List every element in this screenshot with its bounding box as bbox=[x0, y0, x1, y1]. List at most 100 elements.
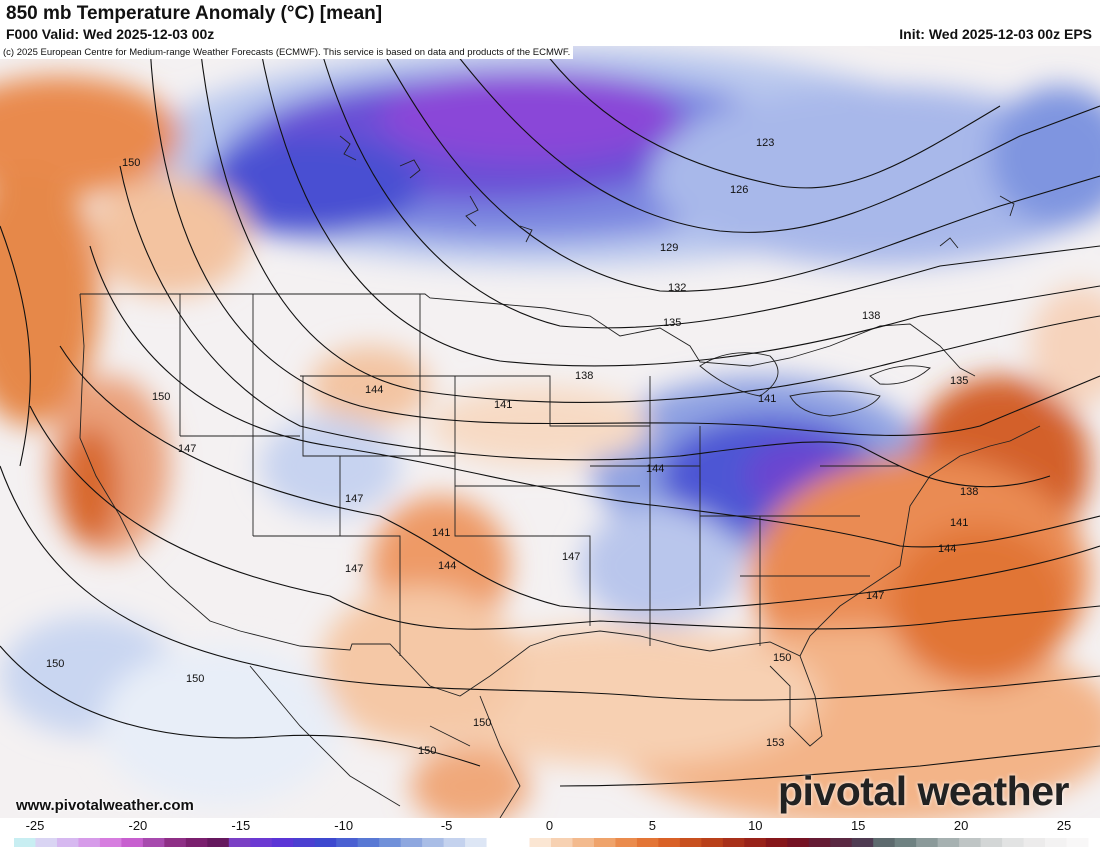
colorbar-swatch bbox=[701, 838, 724, 847]
contour-label: 138 bbox=[575, 370, 593, 382]
colorbar-swatch bbox=[443, 838, 466, 847]
colorbar-swatch bbox=[508, 838, 531, 847]
colorbar-tick-label: 5 bbox=[648, 818, 657, 833]
colorbar-swatch bbox=[99, 838, 122, 847]
colorbar-swatch bbox=[1023, 838, 1046, 847]
contour-label: 123 bbox=[756, 137, 774, 149]
copyright-notice: (c) 2025 European Centre for Medium-rang… bbox=[0, 46, 574, 59]
contour-label: 138 bbox=[862, 310, 880, 322]
contour-label: 153 bbox=[766, 737, 784, 749]
init-time: Init: Wed 2025-12-03 00z EPS bbox=[899, 26, 1092, 42]
colorbar-swatch bbox=[357, 838, 380, 847]
contour-label: 147 bbox=[345, 563, 363, 575]
colorbar-swatch bbox=[916, 838, 939, 847]
colorbar-tick-label: -25 bbox=[25, 818, 45, 833]
colorbar-swatch bbox=[830, 838, 853, 847]
colorbar: -25 -20 -15 -10 -5 0 5 10 15 20 25 bbox=[0, 818, 1100, 850]
colorbar-swatch bbox=[851, 838, 874, 847]
contour-label: 147 bbox=[345, 493, 363, 505]
colorbar-swatch bbox=[14, 838, 36, 847]
height-contours bbox=[0, 46, 1100, 787]
colorbar-swatch bbox=[486, 838, 509, 847]
colorbar-swatch bbox=[185, 838, 208, 847]
colorbar-swatch bbox=[658, 838, 681, 847]
colorbar-swatch bbox=[615, 838, 638, 847]
contour-label: 138 bbox=[960, 486, 978, 498]
contour-label: 141 bbox=[950, 517, 968, 529]
contour-label: 132 bbox=[668, 282, 686, 294]
colorbar-swatch bbox=[314, 838, 337, 847]
colorbar-swatch bbox=[250, 838, 273, 847]
colorbar-tick-label: 25 bbox=[1056, 818, 1072, 833]
contour-label: 135 bbox=[950, 375, 968, 387]
colorbar-tick-label: -10 bbox=[334, 818, 354, 833]
contour-label: 147 bbox=[178, 443, 196, 455]
colorbar-swatch bbox=[529, 838, 552, 847]
colorbar-swatch bbox=[228, 838, 251, 847]
colorbar-swatch bbox=[336, 838, 359, 847]
contour-label: 150 bbox=[418, 745, 436, 757]
contour-label: 144 bbox=[365, 384, 383, 396]
colorbar-tick-label: 10 bbox=[748, 818, 763, 833]
contour-label: 150 bbox=[152, 391, 170, 403]
colorbar-swatch bbox=[873, 838, 896, 847]
brand-logo: pivotal weather bbox=[778, 768, 1069, 814]
colorbar-swatch bbox=[271, 838, 294, 847]
contour-label: 141 bbox=[432, 527, 450, 539]
contour-label: 141 bbox=[758, 393, 776, 405]
colorbar-swatch bbox=[572, 838, 595, 847]
anomaly-map: 123 126 129 132 135 135 138 138 138 141 … bbox=[0, 46, 1100, 818]
contour-label: 150 bbox=[773, 652, 791, 664]
contour-label: 144 bbox=[438, 560, 456, 572]
contour-label: 150 bbox=[186, 673, 204, 685]
colorbar-swatch bbox=[808, 838, 831, 847]
contour-label: 144 bbox=[938, 543, 956, 555]
colorbar-swatch bbox=[293, 838, 316, 847]
colorbar-swatch bbox=[593, 838, 616, 847]
boundaries bbox=[79, 135, 1041, 818]
map-title: 850 mb Temperature Anomaly (°C) [mean] bbox=[6, 3, 383, 24]
colorbar-tick-label: -20 bbox=[128, 818, 148, 833]
contour-label: 126 bbox=[730, 184, 748, 196]
contour-label: 147 bbox=[562, 551, 580, 563]
colorbar-swatch bbox=[422, 838, 445, 847]
colorbar-swatches bbox=[14, 838, 1089, 847]
colorbar-swatch bbox=[959, 838, 982, 847]
colorbar-tick-label: -15 bbox=[231, 818, 251, 833]
colorbar-swatch bbox=[56, 838, 79, 847]
colorbar-swatch bbox=[679, 838, 702, 847]
contour-label: 150 bbox=[473, 717, 491, 729]
colorbar-tick-label: 15 bbox=[850, 818, 866, 833]
colorbar-swatch bbox=[1066, 838, 1089, 847]
valid-time: F000 Valid: Wed 2025-12-03 00z bbox=[6, 26, 215, 42]
colorbar-swatch bbox=[765, 838, 788, 847]
contour-label: 141 bbox=[494, 399, 512, 411]
colorbar-swatch bbox=[636, 838, 659, 847]
colorbar-swatch bbox=[1002, 838, 1025, 847]
colorbar-swatch bbox=[744, 838, 767, 847]
colorbar-swatch bbox=[400, 838, 423, 847]
contour-label: 129 bbox=[660, 242, 678, 254]
colorbar-swatch bbox=[787, 838, 810, 847]
colorbar-swatch bbox=[142, 838, 165, 847]
colorbar-swatch bbox=[894, 838, 917, 847]
colorbar-swatch bbox=[379, 838, 402, 847]
contour-label: 147 bbox=[866, 590, 884, 602]
colorbar-tick-label: 0 bbox=[545, 818, 554, 833]
contour-label: 135 bbox=[663, 317, 681, 329]
contour-label: 150 bbox=[46, 658, 64, 670]
colorbar-swatch bbox=[722, 838, 745, 847]
contour-label: 144 bbox=[646, 463, 664, 475]
website-url: www.pivotalweather.com bbox=[16, 797, 194, 814]
colorbar-swatch bbox=[121, 838, 144, 847]
colorbar-tick-label: -5 bbox=[440, 818, 453, 833]
colorbar-swatch bbox=[35, 838, 58, 847]
colorbar-tick-label: 20 bbox=[953, 818, 969, 833]
colorbar-swatch bbox=[980, 838, 1003, 847]
contour-labels: 123 126 129 132 135 135 138 138 138 141 … bbox=[46, 137, 978, 757]
colorbar-swatch bbox=[551, 838, 573, 847]
colorbar-swatch bbox=[78, 838, 101, 847]
map-header: 850 mb Temperature Anomaly (°C) [mean] F… bbox=[0, 0, 1100, 46]
anomaly-shading bbox=[0, 46, 1100, 818]
contour-label: 150 bbox=[122, 157, 140, 169]
